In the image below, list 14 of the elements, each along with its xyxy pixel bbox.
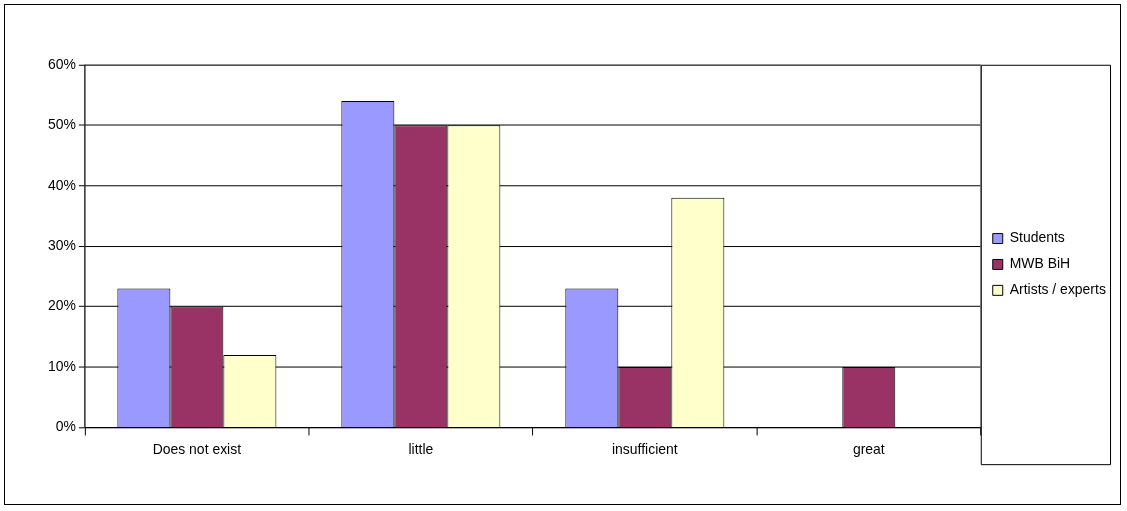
y-tick-label: 60% (47, 55, 76, 72)
y-tick-label: 40% (47, 176, 76, 193)
legend-label: MWB BiH (1009, 255, 1071, 272)
y-tick-label: 30% (47, 236, 76, 253)
y-tick-label: 50% (47, 116, 76, 133)
legend-label: Students (1009, 229, 1065, 246)
x-tick-label: insufficient (611, 440, 678, 457)
legend-label: Artists / experts (1009, 281, 1106, 298)
x-tick-label: Does not exist (152, 440, 242, 457)
x-tick-label: little (408, 440, 434, 457)
y-tick-label: 20% (47, 297, 76, 314)
y-tick-label: 0% (55, 418, 76, 435)
x-tick-label: great (852, 440, 885, 457)
y-tick-label: 10% (47, 357, 76, 374)
